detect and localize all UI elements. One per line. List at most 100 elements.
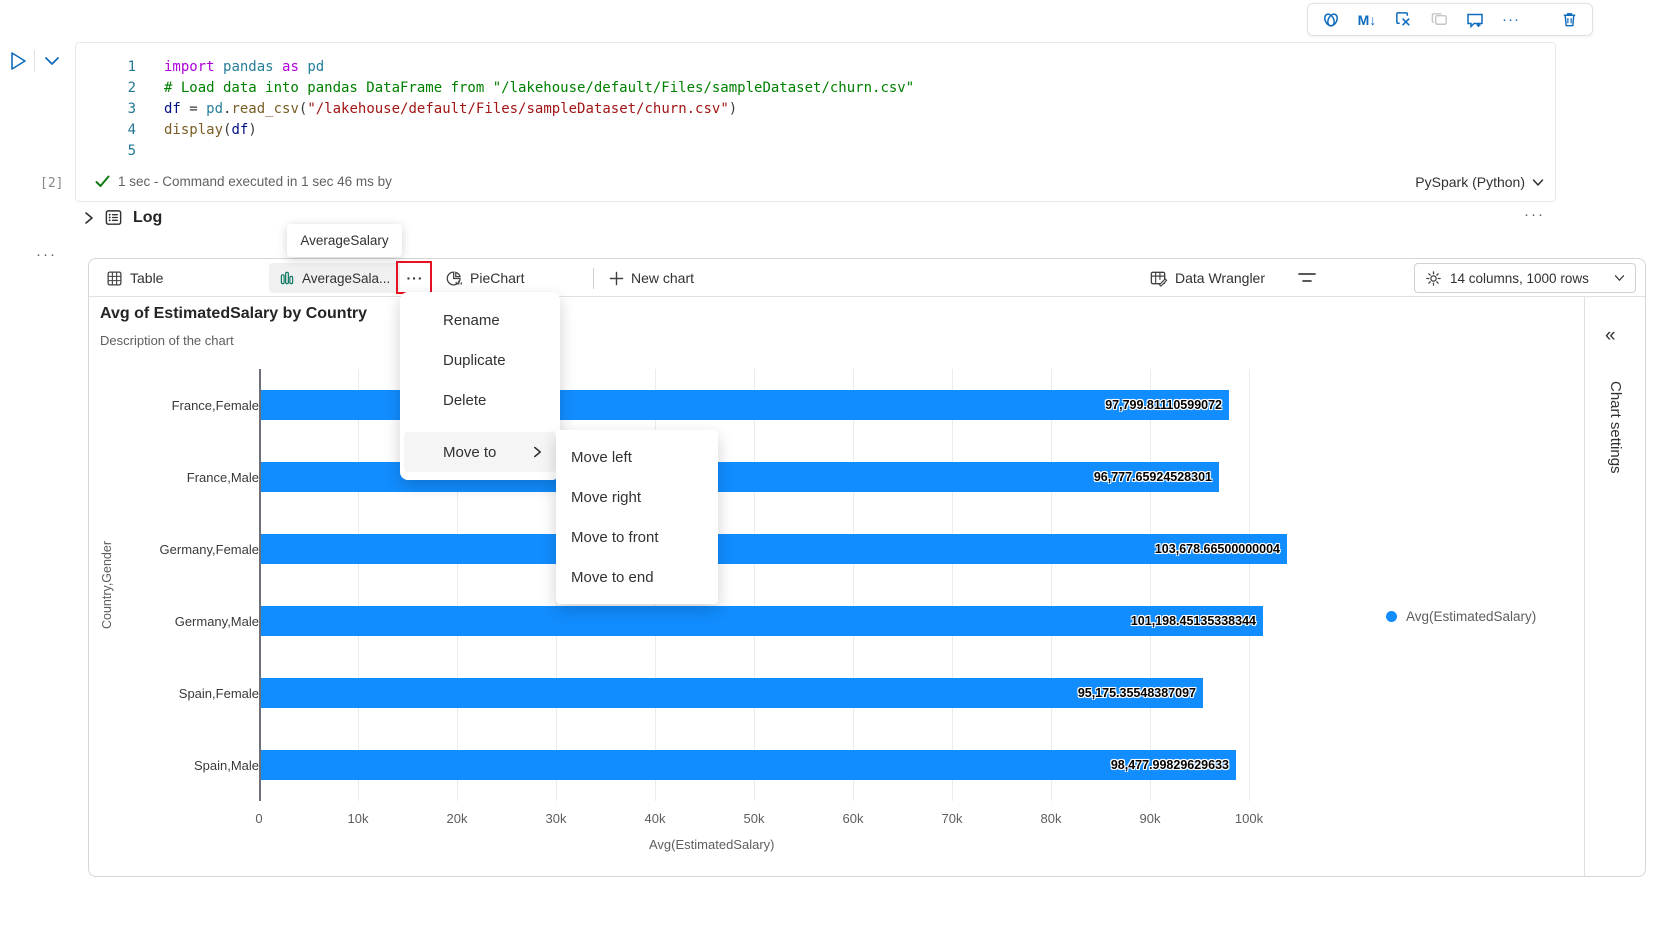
chevron-right-icon [533,445,542,459]
move-to-submenu: Move left Move right Move to front Move … [556,430,718,604]
bar-value-label: 95,175.35548387097 [1077,686,1196,700]
x-axis-title: Avg(EstimatedSalary) [649,837,775,852]
kernel-picker[interactable]: PySpark (Python) [1415,174,1544,190]
expand-panel-icon[interactable]: « [1605,325,1616,346]
tab-context-menu: Rename Duplicate Delete Move to [400,292,560,480]
tab-average-salary-label: AverageSala... [302,270,391,286]
more-options-icon[interactable]: ··· [1502,11,1520,28]
success-check-icon [95,175,110,188]
x-tick-label: 80k [1040,811,1062,826]
copilot-icon[interactable] [1320,9,1342,31]
y-axis-title: Country,Gender [100,540,115,630]
x-tick-label: 90k [1139,811,1161,826]
category-label: France,Male [186,469,259,485]
filter-button[interactable] [1297,259,1317,297]
code-line[interactable]: 1 import pandas as pd [76,57,1555,78]
copy-cell-icon[interactable] [1428,9,1450,31]
x-tick-label: 60k [842,811,864,826]
chart-tab-bar: Table AverageSala... ··· PieChart New ch… [89,259,1645,297]
code-cell[interactable]: 1 import pandas as pd 2 # Load data into pa… [75,42,1556,202]
new-chart-button[interactable]: New chart [609,259,694,297]
chart-settings-panel: « Chart settings [1584,297,1646,877]
bar[interactable]: 103,678.66500000004 [261,534,1287,564]
data-wrangler-button[interactable]: Data Wrangler [1149,259,1265,297]
gridline [1150,369,1151,801]
category-label: Germany,Female [159,541,259,557]
tab-piechart-label: PieChart [470,270,525,286]
menu-item-move-right[interactable]: Move right [571,488,642,506]
category-label: Germany,Male [174,613,259,629]
line-number: 4 [127,122,136,138]
table-icon [107,270,122,286]
code-line[interactable]: 5 [76,141,1555,162]
tooltip-text: AverageSalary [300,233,389,248]
chart-title: Avg of EstimatedSalary by Country [100,305,368,322]
x-tick-label: 20k [446,811,468,826]
menu-item-move-to[interactable]: Move to [404,432,556,472]
category-label: France,Female [171,397,259,413]
tab-table[interactable]: Table [106,259,163,297]
x-tick-label: 30k [545,811,567,826]
plot-area: 0 10k 20k 30k 40k 50k 60k 70k 80k 90k 100k 97,799.8… [255,369,1354,826]
x-tick-label: 40k [644,811,666,826]
bar[interactable]: 101,198.45135338344 [261,606,1263,636]
bar-value-label: 103,678.66500000004 [1154,542,1280,556]
cell-status-text: 1 sec - Command executed in 1 sec 46 ms … [118,174,392,189]
kernel-label: PySpark (Python) [1415,174,1525,190]
run-cell-button[interactable] [8,50,28,72]
bar-chart-icon [280,271,294,285]
bar-value-label: 98,477.99829629633 [1110,758,1229,772]
x-tick-label: 0 [255,811,263,826]
legend-marker [1386,611,1397,622]
bar[interactable]: 98,477.99829629633 [261,750,1236,780]
code-line[interactable]: 2 # Load data into pandas DataFrame from … [76,78,1555,99]
menu-item-move-to-end[interactable]: Move to end [571,568,654,586]
bar-value-label: 97,799.81110599072 [1105,398,1222,412]
code-line[interactable]: 4 display(df) [76,120,1555,141]
pie-chart-icon [446,270,462,286]
gridline [1249,369,1250,801]
x-tick-label: 100k [1234,811,1264,826]
gridline [853,369,854,801]
log-label: Log [133,208,163,226]
convert-to-markdown-icon[interactable]: M↓ [1357,11,1377,28]
execution-count: [2] [40,176,64,191]
gridline [754,369,755,801]
menu-item-delete[interactable]: Delete [443,391,487,409]
menu-item-duplicate[interactable]: Duplicate [443,351,506,369]
y-axis-line [259,369,261,801]
log-more-icon[interactable]: ··· [1524,206,1545,223]
chart-subtitle: Description of the chart [100,333,234,348]
gridline [952,369,953,801]
log-section-header[interactable]: Log [84,208,162,227]
data-wrangler-icon [1150,271,1168,287]
category-label: Spain,Male [193,757,259,773]
gridline [457,369,458,801]
delete-cell-icon[interactable] [1558,9,1580,31]
chevron-right-icon[interactable] [84,211,94,225]
tab-average-salary[interactable]: AverageSala... [269,263,401,293]
menu-item-rename[interactable]: Rename [443,311,500,329]
chart-card: Table AverageSala... ··· PieChart New ch… [88,258,1646,877]
menu-gap [400,420,560,432]
cell-margin-more-icon[interactable]: ··· [36,246,57,263]
menu-item-move-to-front[interactable]: Move to front [571,528,659,546]
bar[interactable]: 95,175.35548387097 [261,678,1203,708]
code-editor[interactable]: 1 import pandas as pd 2 # Load data into pa… [76,57,1555,162]
columns-rows-dropdown[interactable]: 14 columns, 1000 rows [1414,263,1636,293]
tab-table-label: Table [130,270,164,286]
clear-cell-icon[interactable] [1392,9,1414,31]
gridline [1051,369,1052,801]
legend[interactable]: Avg(EstimatedSalary) [1386,609,1536,624]
add-comment-icon[interactable] [1464,9,1486,31]
tab-piechart[interactable]: PieChart [446,259,524,297]
plus-icon [609,271,624,285]
line-number: 3 [127,101,136,117]
new-chart-label: New chart [631,270,695,286]
menu-item-move-left[interactable]: Move left [571,448,632,466]
cell-status: 1 sec - Command executed in 1 sec 46 ms … [95,174,392,189]
tab-more-icon[interactable]: ··· [406,270,424,286]
bar-value-label: 96,777.65924528301 [1093,470,1212,484]
run-options-chevron-icon[interactable] [44,55,60,67]
code-line[interactable]: 3 df = pd.read_csv("/lakehouse/default/Fi… [76,99,1555,120]
